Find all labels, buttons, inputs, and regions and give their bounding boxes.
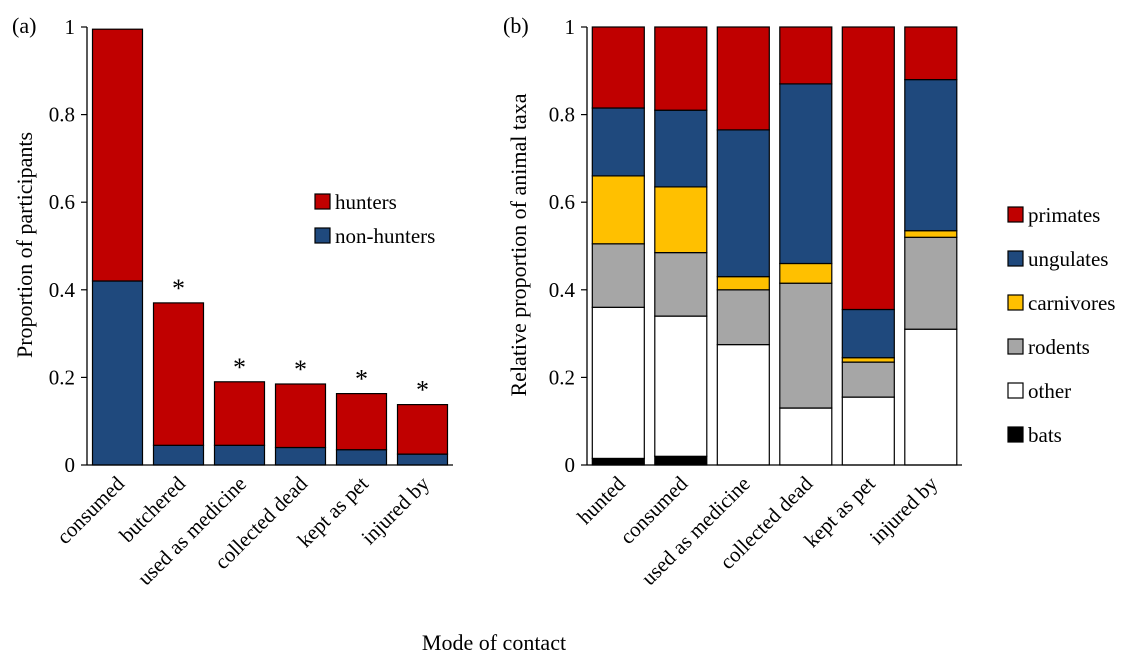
panel-a-annotation-kept-as-pet: * <box>355 365 368 394</box>
panel-b-x-tick-label-used-as-medicine: used as medicine <box>636 472 754 590</box>
panel-b-bar-hunted-other <box>591 306 645 459</box>
panel-b-bar-injured-by-ungulates <box>904 78 958 232</box>
panel-b-legend-label-other: other <box>1028 379 1071 403</box>
panel-a-bar-used-as-medicine-non-hunters <box>213 444 266 466</box>
panel-a-bar-collected-dead-non-hunters <box>274 446 327 466</box>
panel-a-y-tick-label: 0.8 <box>49 103 75 127</box>
panel-b-y-tick-label: 0.8 <box>549 103 575 127</box>
panel-a-y-tick-label: 0.4 <box>49 278 76 302</box>
panel-a-x-tick-label-injured-by: injured by <box>356 471 434 549</box>
panel-b-bar-collected-dead-carnivores <box>779 262 833 284</box>
panel-b-legend-label-bats: bats <box>1028 423 1062 447</box>
panel-b-bar-used-as-medicine-ungulates <box>716 129 770 278</box>
panel-b-bar-collected-dead-primates <box>779 26 833 85</box>
panel-a-y-tick-label: 0.6 <box>49 190 75 214</box>
panel-b-legend-label-ungulates: ungulates <box>1028 247 1108 271</box>
panel-b-bar-collected-dead-ungulates <box>779 83 833 265</box>
panel-a-bar-injured-by-hunters <box>396 404 449 455</box>
panel-a-annotation-butchered: * <box>172 274 185 303</box>
panel-b-y-tick-label: 0.2 <box>549 365 575 389</box>
panel-b-y-axis-title: Relative proportion of animal taxa <box>506 93 531 396</box>
panel-a-x-tick-label-consumed: consumed <box>52 471 130 549</box>
panel-b-bar-used-as-medicine-other <box>716 344 770 466</box>
panel-b-legend-label-carnivores: carnivores <box>1028 291 1115 315</box>
panel-a-bar-kept-as-pet-non-hunters <box>335 449 388 466</box>
x-axis-title: Mode of contact <box>422 630 566 655</box>
panel-b-bar-injured-by-other <box>904 328 958 466</box>
panel-a-bar-used-as-medicine-hunters <box>213 381 266 446</box>
panel-b-bar-used-as-medicine-carnivores <box>716 276 770 291</box>
panel-b-bar-hunted-rodents <box>591 243 645 308</box>
panel-a: consumed*butchered*used as medicine*coll… <box>49 15 453 590</box>
panel-b-bar-kept-as-pet-carnivores <box>841 357 895 363</box>
panel-b-bar-used-as-medicine-rodents <box>716 289 770 346</box>
panel-a-y-tick-label: 0 <box>65 453 76 477</box>
panel-b-legend-swatch-carnivores <box>1007 294 1024 311</box>
panel-a-x-tick-label-used-as-medicine: used as medicine <box>133 472 251 590</box>
panel-b-bar-used-as-medicine-primates <box>716 26 770 131</box>
panel-b-bar-injured-by-primates <box>904 26 958 81</box>
panel-b-bar-hunted-primates <box>591 26 645 109</box>
panel-a-label: (a) <box>12 13 36 38</box>
panel-b-x-tick-label-injured-by: injured by <box>865 471 943 549</box>
panel-b-legend-swatch-bats <box>1007 426 1024 443</box>
panel-b-bar-kept-as-pet-ungulates <box>841 308 895 359</box>
panel-a-y-tick-label: 0.2 <box>49 365 75 389</box>
panel-b-legend-swatch-rodents <box>1007 338 1024 355</box>
panel-b-bar-consumed-carnivores <box>654 186 708 254</box>
panel-b-y-tick-label: 0.4 <box>549 278 576 302</box>
panel-b-bar-hunted-carnivores <box>591 175 645 245</box>
panel-b-bar-collected-dead-rodents <box>779 282 833 409</box>
panel-b-bar-consumed-rodents <box>654 252 708 317</box>
panel-b-y-tick-label: 0 <box>565 453 576 477</box>
panel-b-label: (b) <box>503 13 529 38</box>
panel-a-annotation-collected-dead: * <box>294 355 307 384</box>
panel-a-bar-consumed-non-hunters <box>91 280 144 466</box>
panel-b-bar-injured-by-rodents <box>904 236 958 330</box>
panel-a-bar-consumed-hunters <box>91 28 144 282</box>
panel-b-legend-swatch-primates <box>1007 206 1024 223</box>
panel-b-bar-collected-dead-other <box>779 407 833 466</box>
panel-b-bar-consumed-primates <box>654 26 708 111</box>
panel-b-bar-hunted-bats <box>591 457 645 466</box>
panel-b-bar-kept-as-pet-rodents <box>841 361 895 398</box>
panel-b-x-tick-label-hunted: hunted <box>572 471 630 529</box>
panel-b-y-tick-label: 1 <box>565 15 576 39</box>
panel-a-bar-butchered-non-hunters <box>152 444 205 466</box>
panel-a-bar-collected-dead-hunters <box>274 383 327 449</box>
panel-a-annotation-injured-by: * <box>416 376 429 405</box>
panel-a-annotation-used-as-medicine: * <box>233 353 246 382</box>
panel-b-bar-kept-as-pet-primates <box>841 26 895 311</box>
panel-a-legend-swatch-hunters <box>314 193 331 210</box>
panel-b-bar-consumed-other <box>654 315 708 457</box>
panel-b-bar-kept-as-pet-other <box>841 396 895 466</box>
panel-b-bar-consumed-ungulates <box>654 109 708 188</box>
panel-a-y-axis-title: Proportion of participants <box>12 132 37 358</box>
panel-b-legend-label-rodents: rodents <box>1028 335 1090 359</box>
panel-b-legend-label-primates: primates <box>1028 203 1100 227</box>
panel-a-bar-kept-as-pet-hunters <box>335 393 388 451</box>
panel-a-y-tick-label: 1 <box>65 15 76 39</box>
panel-a-bar-butchered-hunters <box>152 302 205 446</box>
panel-b-bar-consumed-bats <box>654 455 708 466</box>
panel-b-bar-injured-by-carnivores <box>904 230 958 238</box>
panel-a-legend-swatch-non-hunters <box>314 227 331 244</box>
panel-a-bar-injured-by-non-hunters <box>396 453 449 466</box>
panel-b-bar-hunted-ungulates <box>591 107 645 177</box>
panel-b-legend-swatch-other <box>1007 382 1024 399</box>
panel-a-legend-label-hunters: hunters <box>335 190 397 214</box>
panel-b-y-tick-label: 0.6 <box>549 190 575 214</box>
panel-b-legend-swatch-ungulates <box>1007 250 1024 267</box>
panel-a-legend-label-non-hunters: non-hunters <box>335 224 435 248</box>
